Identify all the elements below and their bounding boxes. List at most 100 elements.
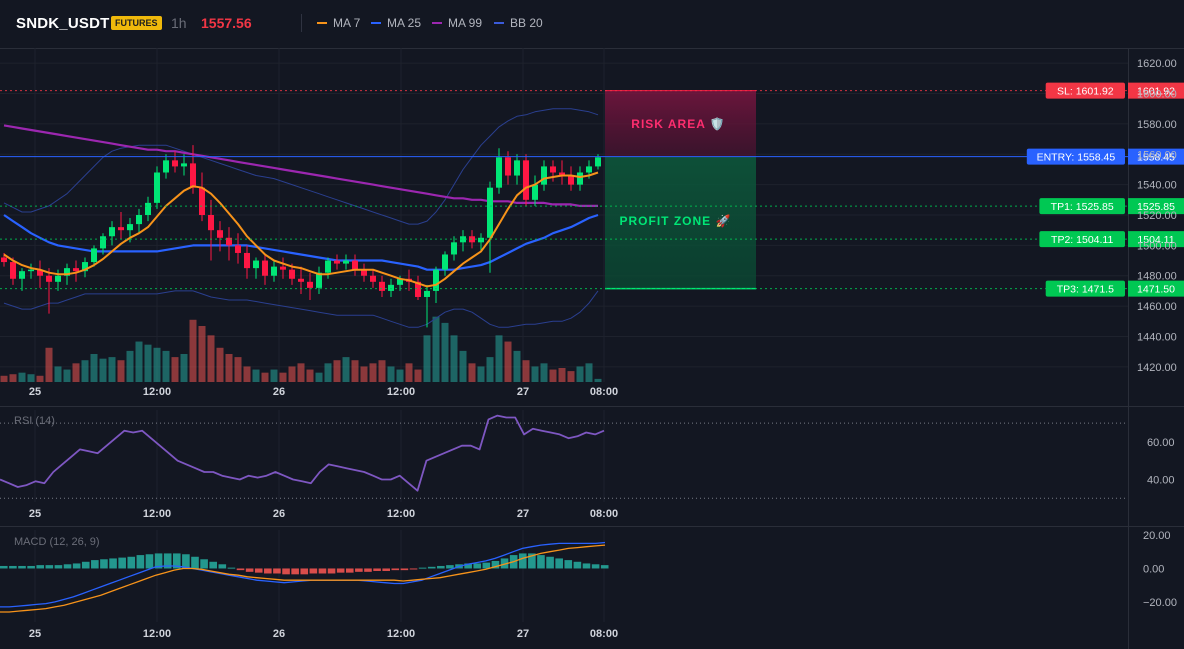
volume-bar	[540, 363, 548, 382]
candle-body	[415, 281, 421, 297]
volume-bar	[18, 372, 26, 382]
volume-bar	[72, 363, 80, 382]
macd-histogram-bar	[45, 565, 54, 569]
macd-histogram-bar	[27, 565, 35, 569]
macd-histogram-bar	[318, 568, 327, 574]
macd-histogram-bar	[373, 568, 381, 571]
candle-body	[235, 245, 241, 253]
axis-level-label: 1525.85	[1137, 201, 1175, 213]
macd-histogram-bar	[309, 568, 318, 574]
macd-axis-tick: −20.00	[1143, 597, 1177, 609]
legend-ma7-swatch	[317, 22, 327, 24]
candle-body	[262, 260, 268, 276]
candle-body	[289, 269, 295, 279]
candle-body	[73, 268, 79, 272]
macd-histogram-bar	[409, 568, 418, 570]
macd-histogram-bar	[437, 565, 445, 569]
legend-ma25[interactable]: MA 25	[371, 16, 421, 30]
volume-bar	[351, 360, 359, 382]
timeframe-label[interactable]: 1h	[171, 15, 187, 31]
legend-ma99-label: MA 99	[448, 16, 483, 30]
candle-body	[487, 187, 493, 238]
candle-body	[145, 202, 151, 215]
macd-histogram-bar	[109, 558, 117, 569]
macd-histogram-bar	[427, 566, 436, 569]
candle-body	[118, 227, 124, 231]
volume-bar	[234, 357, 242, 382]
axis-level-bg	[1128, 231, 1184, 248]
candle-body	[64, 268, 70, 276]
candle-body	[388, 284, 394, 291]
candle-body	[523, 160, 529, 200]
time-axis-tick: 12:00	[387, 628, 415, 640]
candle-body	[109, 227, 115, 237]
volume-bar	[180, 354, 188, 382]
time-axis-tick: 25	[29, 508, 41, 520]
time-axis-tick: 12:00	[143, 508, 171, 520]
candle-body	[361, 269, 367, 276]
level-tag-label: TP2: 1504.11	[1051, 234, 1113, 246]
time-axis-tick: 25	[29, 386, 41, 398]
macd-histogram-bar	[254, 568, 263, 573]
candle-body	[568, 175, 574, 185]
volume-bar	[63, 369, 71, 382]
volume-bar	[315, 372, 323, 382]
macd-histogram-bar	[582, 563, 591, 569]
volume-bar	[189, 319, 197, 382]
macd-histogram-bar	[500, 558, 509, 569]
time-axis-tick: 26	[273, 628, 285, 640]
candle-body	[127, 224, 133, 231]
volume-bar	[198, 326, 206, 382]
macd-histogram-bar	[382, 568, 390, 571]
price-axis-tick: 1480.00	[1137, 271, 1177, 283]
axis-level-bg	[1128, 280, 1184, 297]
candle-body	[595, 157, 601, 167]
legend-ma99[interactable]: MA 99	[432, 16, 482, 30]
level-tag-bg	[1045, 82, 1125, 99]
legend-ma7[interactable]: MA 7	[317, 16, 360, 30]
time-axis-tick: 26	[273, 508, 285, 520]
macd-histogram-bar	[72, 563, 81, 569]
candle-body	[460, 236, 466, 243]
symbol-name[interactable]: SNDK_USDT	[16, 15, 110, 32]
macd-histogram-bar	[145, 554, 154, 569]
time-axis-tick: 12:00	[143, 628, 171, 640]
legend-ma25-label: MA 25	[387, 16, 422, 30]
risk-area-label: RISK AREA 🛡️	[631, 117, 725, 131]
candle-body	[55, 275, 61, 282]
legend-bb20-label: BB 20	[510, 16, 543, 30]
volume-bar	[558, 368, 566, 382]
candle-body	[91, 248, 97, 263]
volume-bar	[45, 347, 53, 382]
header-divider	[301, 14, 302, 32]
volume-bar	[504, 341, 512, 382]
volume-bar	[135, 341, 143, 382]
candle-body	[370, 275, 376, 282]
candle-body	[217, 230, 223, 238]
macd-histogram-bar	[391, 568, 400, 571]
macd-histogram-bar	[491, 560, 500, 569]
macd-histogram-bar	[591, 564, 600, 569]
volume-bar	[522, 360, 530, 382]
macd-histogram-bar	[537, 555, 545, 569]
macd-histogram-bar	[291, 568, 299, 575]
time-axis-tick: 12:00	[143, 386, 171, 398]
candle-body	[136, 215, 142, 225]
candle-body	[496, 157, 502, 188]
macd-histogram-bar	[482, 562, 491, 569]
volume-bar	[261, 372, 269, 382]
candle-body	[478, 237, 484, 243]
candle-body	[316, 272, 322, 288]
legend-bb20[interactable]: BB 20	[494, 16, 543, 30]
axis-level-label: 1504.11	[1137, 234, 1174, 246]
volume-bar	[81, 360, 89, 382]
candle-body	[343, 260, 349, 264]
macd-histogram-bar	[63, 564, 72, 569]
candle-body	[100, 236, 106, 249]
macd-histogram-bar	[127, 556, 136, 569]
level-tag-bg	[1045, 280, 1125, 297]
rsi-axis-tick: 60.00	[1147, 437, 1175, 449]
time-axis-tick: 27	[517, 508, 529, 520]
macd-histogram-bar	[446, 565, 454, 569]
